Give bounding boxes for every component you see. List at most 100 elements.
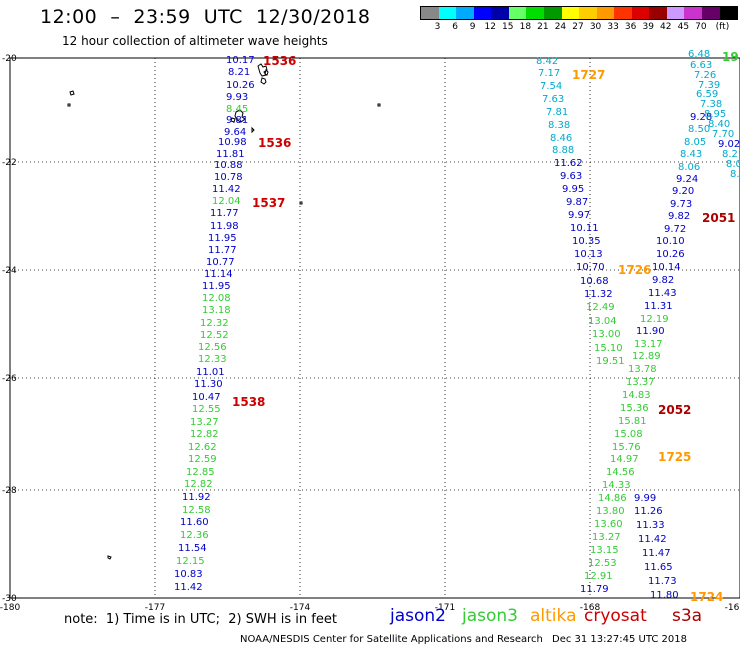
wave-height-reading: 12.58: [182, 505, 211, 516]
wave-height-reading: 12.33: [198, 354, 227, 365]
scale-swatch: [508, 7, 527, 19]
wave-height-reading: 11.14: [204, 269, 233, 280]
pass-time-label: 2052: [658, 403, 691, 417]
wave-height-reading: 12.55: [192, 404, 221, 415]
wave-height-reading: 12.52: [200, 330, 229, 341]
wave-height-reading: 12.59: [188, 454, 217, 465]
wave-height-reading: 11.30: [194, 379, 223, 390]
scale-label: 3: [434, 22, 441, 32]
wave-height-reading: 13.18: [202, 305, 231, 316]
wave-height-reading: 11.42: [174, 582, 203, 593]
wave-height-reading: 7.39: [698, 80, 720, 91]
wave-height-reading: 13.27: [592, 532, 621, 543]
wave-height-reading: 8.2: [722, 149, 738, 160]
wave-height-reading: 7.70: [712, 129, 734, 140]
ground-track-track-e: 9.288.50 8.058.43 8.069.249.20 9.739.82 9.72…: [656, 112, 712, 260]
scale-label: 33: [607, 22, 619, 32]
wave-height-reading: 11.01: [196, 367, 225, 378]
scale-swatch: [631, 7, 650, 19]
chart-title: 12:00 – 23:59 UTC 12/30/2018: [40, 6, 371, 28]
map-frame: [9, 57, 740, 599]
wave-height-reading: 13.37: [626, 377, 655, 388]
wave-height-reading: 9.97: [568, 210, 590, 221]
coastlines: [67, 63, 381, 560]
wave-height-reading: 10.11: [570, 223, 599, 234]
ground-track-track-a: 10.178.21 10.269.938.459.819.6410.9811.81…: [174, 55, 255, 593]
scale-label: 18: [519, 22, 532, 32]
wave-height-reading: 10.14: [652, 262, 681, 273]
wave-height-reading: 11.33: [636, 520, 665, 531]
wave-height-reading: 13.80: [596, 506, 625, 517]
pass-time-label: 1536: [263, 54, 296, 68]
wave-height-reading: 8.88: [552, 145, 574, 156]
pass-time-label: 1724: [690, 590, 723, 604]
scale-swatch: [526, 7, 544, 19]
scale-swatch: [614, 7, 632, 19]
color-scale-legend: 3 6 9 12 15 18 21 24 27 30 33 36 39 42 45 70 (ft): [420, 6, 738, 32]
legend-s3a: s3a: [672, 606, 703, 626]
longitude-label: -168: [580, 603, 601, 613]
scale-label: 9: [469, 22, 476, 32]
latitude-label: -22: [2, 158, 17, 168]
scale-swatch: [456, 7, 474, 19]
island-outline: [260, 77, 267, 85]
wave-height-reading: 12.85: [186, 467, 215, 478]
generation-timestamp: Dec 31 13:27:45 UTC 2018: [552, 634, 687, 645]
wave-height-reading: 10.17: [226, 55, 255, 66]
scale-swatch: [421, 7, 439, 19]
wave-height-reading: 10.26: [226, 80, 255, 91]
island-outline: [69, 90, 75, 96]
wave-height-reading: 15.36: [620, 403, 649, 414]
wave-height-reading: 7.63: [542, 94, 564, 105]
wave-height-reading: 11.80: [650, 590, 679, 601]
wave-height-reading: 12.36: [180, 530, 209, 541]
latitude-label: -20: [2, 54, 17, 64]
wave-height-reading: 10.10: [656, 236, 685, 247]
wave-height-reading: 11.73: [648, 576, 677, 587]
island-outline: [377, 103, 381, 107]
wave-height-reading: 14.86: [598, 493, 627, 504]
scale-swatch: [719, 7, 738, 19]
wave-height-reading: 9.82: [652, 275, 674, 286]
wave-height-reading: 7.26: [694, 70, 716, 81]
wave-height-reading: 9.72: [664, 224, 686, 235]
wave-height-reading: 12.32: [200, 318, 229, 329]
island-outline: [264, 69, 269, 76]
wave-height-reading: 10.98: [218, 137, 247, 148]
wave-height-reading: 15.10: [594, 343, 623, 354]
island-outline: [107, 555, 112, 560]
scale-label: 36: [624, 22, 637, 32]
longitude-label: -180: [0, 603, 20, 613]
wave-height-reading: 10.68: [580, 276, 609, 287]
latitude-label: -26: [2, 374, 17, 384]
scale-swatch: [438, 7, 457, 19]
wave-height-reading: 11.95: [208, 233, 237, 244]
scale-label: 30: [589, 22, 602, 32]
wave-height-reading: 9.73: [670, 199, 692, 210]
scale-label: 45: [677, 22, 690, 32]
scale-swatch: [649, 7, 667, 19]
pass-time-label: 1725: [658, 450, 691, 464]
wave-height-reading: 13.60: [594, 519, 623, 530]
wave-height-reading: 12.91: [584, 571, 613, 582]
wave-height-reading: 7.38: [700, 99, 722, 110]
axis-labels: -180 -177 -174 -171 -168 -16 -20 -22 -24 -26 -28 -3…: [0, 54, 740, 613]
wave-height-reading: 8.50: [688, 124, 710, 135]
wave-height-reading: 10.47: [192, 392, 221, 403]
legend-jason3: jason3: [462, 606, 518, 626]
scale-label: 42: [660, 22, 672, 32]
scale-swatch: [666, 7, 685, 19]
scale-label: 6: [452, 22, 458, 32]
wave-height-reading: 11.26: [634, 506, 663, 517]
wave-height-reading: 9.02: [718, 139, 740, 150]
scale-label: 24: [554, 22, 567, 32]
wave-height-reading: 9.87: [566, 197, 588, 208]
pass-time-label: 1538: [232, 395, 265, 409]
island-outline: [230, 117, 236, 123]
wave-height-reading: 11.98: [210, 221, 239, 232]
wave-height-reading: 15.08: [614, 429, 643, 440]
wave-height-reading: 10.70: [576, 262, 605, 273]
pass-time-label: 2051: [702, 211, 735, 225]
